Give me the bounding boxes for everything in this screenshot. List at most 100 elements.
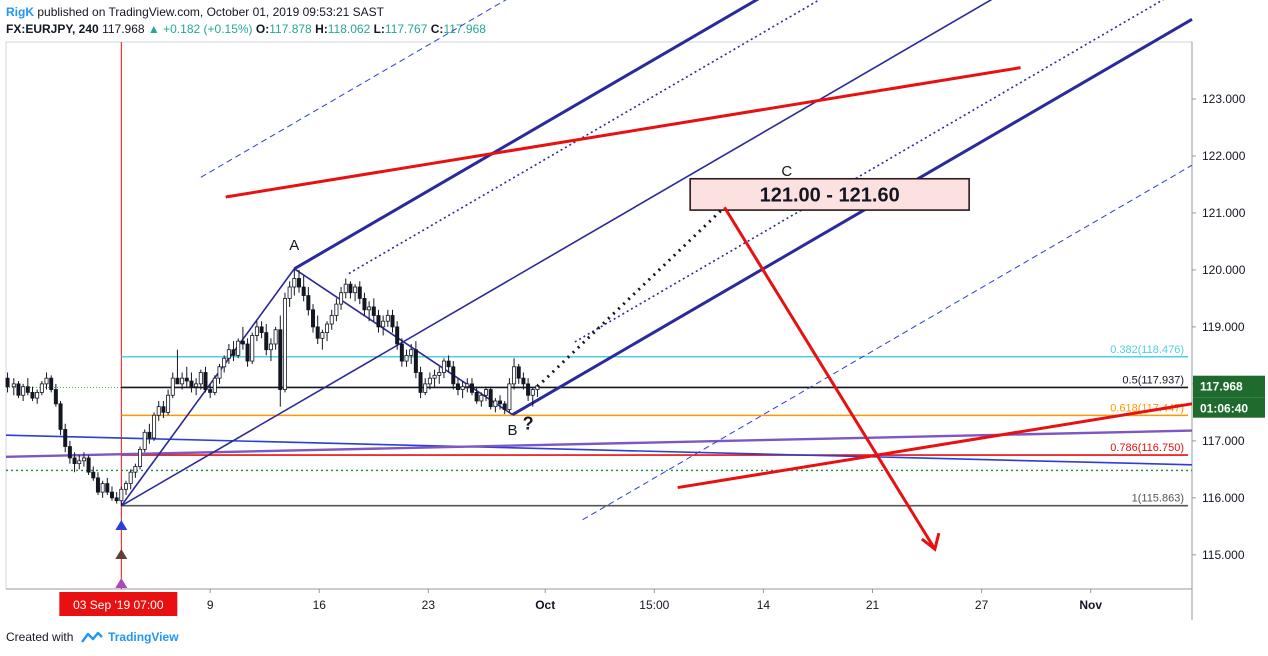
pitchfork-upper-tine[interactable] <box>293 0 1192 271</box>
candle-body[interactable] <box>240 340 245 345</box>
candle-body[interactable] <box>367 306 372 311</box>
candle-body[interactable] <box>348 283 353 294</box>
candle-body[interactable] <box>189 380 194 388</box>
candle-body[interactable] <box>203 372 208 390</box>
event-marker-blue-icon[interactable] <box>115 520 128 530</box>
candle-body[interactable] <box>128 471 133 484</box>
candle-body[interactable] <box>362 298 367 311</box>
candle-body[interactable] <box>170 377 175 396</box>
candle-body[interactable] <box>390 315 395 328</box>
candle-body[interactable] <box>502 403 507 410</box>
pitchfork-median-line[interactable] <box>120 0 1192 507</box>
pitchfork-lower-mid-dotted[interactable] <box>574 0 1192 343</box>
candle-body[interactable] <box>395 326 400 345</box>
candle-body[interactable] <box>259 326 264 333</box>
candle-body[interactable] <box>21 386 26 396</box>
candle-body[interactable] <box>512 366 517 385</box>
candle-body[interactable] <box>63 429 68 447</box>
candle-body[interactable] <box>236 340 241 356</box>
candle-body[interactable] <box>423 383 428 393</box>
candle-body[interactable] <box>315 326 320 339</box>
candle-body[interactable] <box>49 377 54 390</box>
candle-body[interactable] <box>357 286 362 299</box>
candle-body[interactable] <box>245 343 250 362</box>
candle-body[interactable] <box>16 383 21 396</box>
pitchfork-handle-a[interactable] <box>120 268 295 507</box>
countdown-badge[interactable] <box>1193 397 1265 418</box>
candle-body[interactable] <box>53 389 58 405</box>
candle-body[interactable] <box>273 329 278 345</box>
candle-body[interactable] <box>217 366 222 379</box>
candle-body[interactable] <box>138 449 143 467</box>
candle-body[interactable] <box>488 389 493 408</box>
candle-body[interactable] <box>343 283 348 294</box>
candle-body[interactable] <box>409 349 414 356</box>
candle-body[interactable] <box>353 286 358 294</box>
candle-body[interactable] <box>399 343 404 362</box>
candle-body[interactable] <box>72 457 77 465</box>
candle-body[interactable] <box>147 431 152 439</box>
trend-line-blue[interactable] <box>5 434 1193 466</box>
candle-body[interactable] <box>507 383 512 410</box>
candle-body[interactable] <box>339 292 344 305</box>
candle-body[interactable] <box>469 383 474 393</box>
candle-body[interactable] <box>142 431 147 450</box>
date-badge[interactable] <box>59 592 178 616</box>
candle-body[interactable] <box>292 278 297 288</box>
candle-body[interactable] <box>306 295 311 311</box>
candle-body[interactable] <box>516 366 521 379</box>
channel-lower-red[interactable] <box>677 402 1193 490</box>
candle-body[interactable] <box>184 377 189 382</box>
candle-body[interactable] <box>437 372 442 376</box>
candle-body[interactable] <box>25 386 30 393</box>
candle-body[interactable] <box>91 471 96 479</box>
channel-upper-red[interactable] <box>225 66 1021 199</box>
projection-path-dotted[interactable] <box>536 206 726 388</box>
candle-body[interactable] <box>320 332 325 339</box>
forecast-arrow-line[interactable] <box>723 206 937 550</box>
candle-body[interactable] <box>175 377 180 385</box>
candle-body[interactable] <box>5 377 10 388</box>
candle-body[interactable] <box>287 286 292 299</box>
candle-body[interactable] <box>77 460 82 465</box>
candle-body[interactable] <box>498 400 503 405</box>
candle-body[interactable] <box>282 298 287 390</box>
candle-body[interactable] <box>166 394 171 413</box>
candle-body[interactable] <box>95 477 100 493</box>
candle-body[interactable] <box>86 457 91 473</box>
candle-body[interactable] <box>521 377 526 385</box>
candle-body[interactable] <box>418 372 423 393</box>
candle-body[interactable] <box>212 377 217 393</box>
candle-body[interactable] <box>465 383 470 388</box>
candle-body[interactable] <box>156 406 161 416</box>
candle-body[interactable] <box>11 383 16 388</box>
candle-body[interactable] <box>39 383 44 393</box>
candle-body[interactable] <box>222 357 227 368</box>
event-marker-brown-icon[interactable] <box>115 549 128 559</box>
candle-body[interactable] <box>474 392 479 402</box>
candle-body[interactable] <box>264 332 269 351</box>
candle-body[interactable] <box>67 446 72 459</box>
candle-body[interactable] <box>268 343 273 351</box>
candle-body[interactable] <box>58 403 63 430</box>
candle-body[interactable] <box>124 483 129 490</box>
pitchfork-handle-ab[interactable] <box>293 268 513 416</box>
candle-body[interactable] <box>404 354 409 362</box>
candle-body[interactable] <box>208 389 213 393</box>
last-price-badge[interactable] <box>1193 375 1265 398</box>
candle-body[interactable] <box>325 323 330 333</box>
candle-body[interactable] <box>455 383 460 390</box>
tradingview-brand[interactable]: TradingView <box>108 630 179 644</box>
candle-body[interactable] <box>460 386 465 390</box>
candle-body[interactable] <box>432 374 437 379</box>
candle-body[interactable] <box>81 457 86 462</box>
candle-body[interactable] <box>427 377 432 385</box>
candle-body[interactable] <box>152 414 157 439</box>
candle-body[interactable] <box>100 483 105 493</box>
author-name[interactable]: RigK <box>6 5 34 19</box>
candle-body[interactable] <box>133 466 138 473</box>
candle-body[interactable] <box>371 306 376 316</box>
candle-body[interactable] <box>334 303 339 316</box>
candle-body[interactable] <box>194 383 199 388</box>
candle-body[interactable] <box>109 491 114 499</box>
